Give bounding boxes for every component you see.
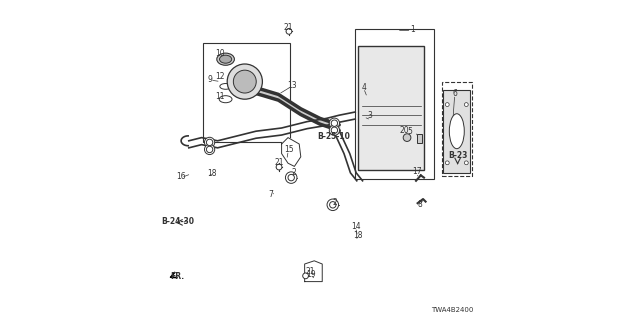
Text: 13: 13	[287, 81, 297, 90]
Text: 15: 15	[284, 145, 294, 154]
Text: 3: 3	[367, 111, 372, 120]
Circle shape	[206, 146, 212, 153]
Circle shape	[205, 137, 215, 148]
Text: 11: 11	[215, 92, 225, 101]
Circle shape	[206, 139, 212, 146]
Text: 12: 12	[215, 72, 225, 81]
Circle shape	[234, 70, 256, 93]
Circle shape	[330, 202, 336, 208]
Circle shape	[288, 174, 294, 181]
Text: 18: 18	[354, 231, 363, 240]
Text: B-25-10: B-25-10	[317, 132, 350, 141]
Circle shape	[445, 103, 449, 107]
Text: TWA4B2400: TWA4B2400	[431, 307, 473, 313]
Text: 8: 8	[417, 200, 422, 209]
Circle shape	[205, 144, 215, 155]
Text: 14: 14	[351, 222, 361, 231]
Text: 6: 6	[452, 89, 458, 98]
Text: 21: 21	[284, 23, 293, 32]
Text: 20: 20	[399, 126, 409, 135]
Ellipse shape	[220, 84, 232, 89]
Circle shape	[403, 134, 411, 141]
Text: B-24-30: B-24-30	[161, 217, 194, 226]
Bar	[358, 46, 424, 170]
Bar	[442, 82, 472, 176]
Circle shape	[329, 118, 339, 128]
Circle shape	[465, 103, 468, 107]
Polygon shape	[305, 261, 323, 282]
Ellipse shape	[449, 114, 464, 149]
Text: 1: 1	[410, 25, 415, 34]
Bar	[417, 134, 422, 143]
Circle shape	[465, 161, 468, 165]
Bar	[355, 29, 434, 179]
Ellipse shape	[219, 96, 232, 103]
Text: 2: 2	[291, 168, 296, 177]
Text: 9: 9	[208, 75, 212, 84]
Circle shape	[286, 28, 292, 34]
Text: 10: 10	[215, 49, 225, 58]
Circle shape	[445, 161, 449, 165]
Ellipse shape	[220, 55, 232, 63]
Circle shape	[276, 164, 282, 170]
Text: 4: 4	[362, 83, 366, 92]
Text: 7: 7	[269, 190, 273, 199]
Circle shape	[327, 199, 339, 211]
Circle shape	[285, 172, 297, 183]
Text: 16: 16	[177, 172, 186, 181]
Circle shape	[329, 125, 339, 135]
Text: 21: 21	[305, 267, 315, 276]
Circle shape	[332, 127, 338, 133]
Text: B-23: B-23	[449, 151, 468, 160]
Text: 18: 18	[207, 169, 216, 178]
Ellipse shape	[217, 53, 234, 65]
Circle shape	[332, 120, 338, 126]
Circle shape	[303, 273, 308, 279]
Bar	[204, 43, 290, 142]
Text: 2: 2	[333, 198, 338, 207]
Text: 21: 21	[275, 158, 284, 167]
Text: FR.: FR.	[170, 272, 185, 281]
Polygon shape	[282, 138, 301, 166]
Text: 19: 19	[306, 270, 316, 279]
Bar	[443, 90, 470, 173]
Circle shape	[227, 64, 262, 99]
Text: 5: 5	[408, 127, 413, 136]
Text: 17: 17	[412, 167, 422, 176]
